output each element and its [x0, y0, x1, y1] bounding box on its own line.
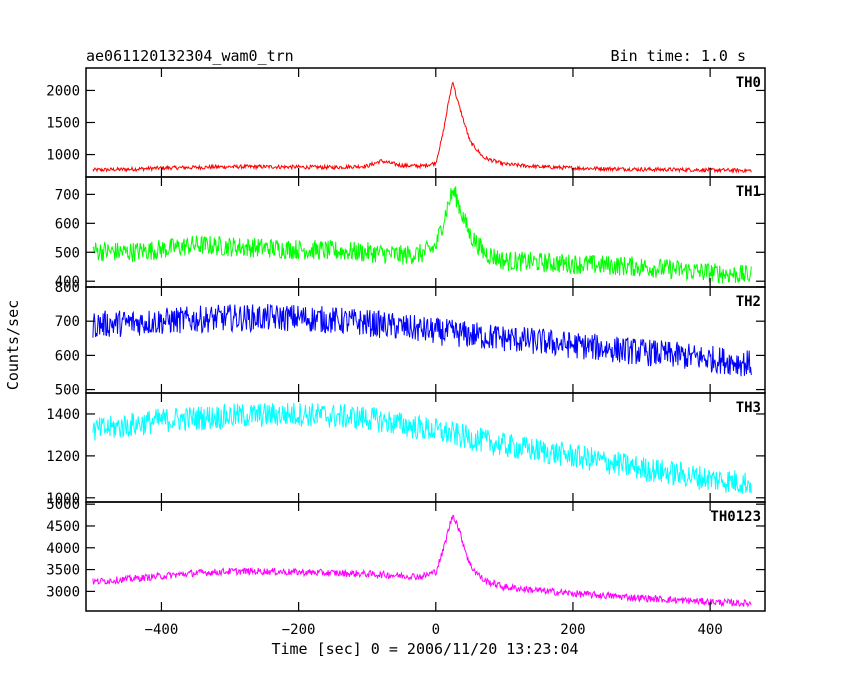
panel-th0123: 3000 3500 4000 4500 5000 TH0123 [46, 497, 766, 612]
panel-label: TH0123 [710, 509, 761, 525]
panel-frame [85, 67, 766, 178]
y-axis-label: Counts/sec [4, 300, 22, 390]
series-line-th3 [92, 402, 752, 494]
y-tick-label: 1200 [46, 449, 80, 465]
y-tick-label: 2000 [46, 83, 80, 99]
y-tick-label: 1500 [46, 116, 80, 132]
panel-th3: 1000 1200 1400 TH3 [46, 392, 766, 507]
y-tick-label: 500 [55, 245, 80, 261]
chart-title: ae061120132304_wam0_trn [86, 47, 294, 65]
y-tick-label: 4500 [46, 519, 80, 535]
x-tick-label: 400 [697, 622, 722, 638]
y-tick-label: 700 [55, 314, 80, 330]
panel-frame [85, 392, 766, 503]
panel-th0: 1000 1500 2000 TH0 [46, 67, 766, 178]
panel-label: TH0 [736, 75, 761, 91]
y-tick-label: 1000 [46, 491, 80, 507]
panel-th1: 400 500 600 700 TH1 [55, 176, 766, 290]
panel-label: TH2 [736, 294, 761, 310]
series-line-th0 [92, 81, 752, 174]
series-line-th0123 [92, 514, 752, 608]
panel-label: TH3 [736, 400, 761, 416]
series-line-th2 [92, 303, 752, 377]
x-axis: −400 −200 0 200 400 [145, 622, 723, 638]
y-tick-label: 1000 [46, 148, 80, 164]
panels-group: 1000 1500 2000 TH0 400 500 600 700 TH1 500 600 700 8… [46, 67, 766, 612]
y-tick-label: 400 [55, 274, 80, 290]
y-tick-label: 800 [55, 280, 80, 296]
y-tick-label: 3000 [46, 584, 80, 600]
panel-th2: 500 600 700 800 TH2 [55, 280, 766, 399]
x-axis-label: Time [sec] 0 = 2006/11/20 13:23:04 [271, 640, 578, 658]
bin-time-label: Bin time: 1.0 s [611, 47, 746, 65]
x-tick-label: −400 [145, 622, 179, 638]
x-tick-label: −200 [282, 622, 316, 638]
y-tick-label: 500 [55, 383, 80, 399]
series-line-th1 [92, 186, 752, 284]
panel-frame [85, 501, 766, 612]
y-tick-label: 5000 [46, 497, 80, 513]
x-tick-label: 200 [560, 622, 585, 638]
y-tick-label: 4000 [46, 541, 80, 557]
panel-label: TH1 [736, 184, 761, 200]
y-tick-label: 1400 [46, 407, 80, 423]
y-tick-label: 700 [55, 187, 80, 203]
y-tick-label: 600 [55, 216, 80, 232]
x-tick-label: 0 [432, 622, 440, 638]
y-tick-label: 600 [55, 348, 80, 364]
y-tick-label: 3500 [46, 563, 80, 579]
